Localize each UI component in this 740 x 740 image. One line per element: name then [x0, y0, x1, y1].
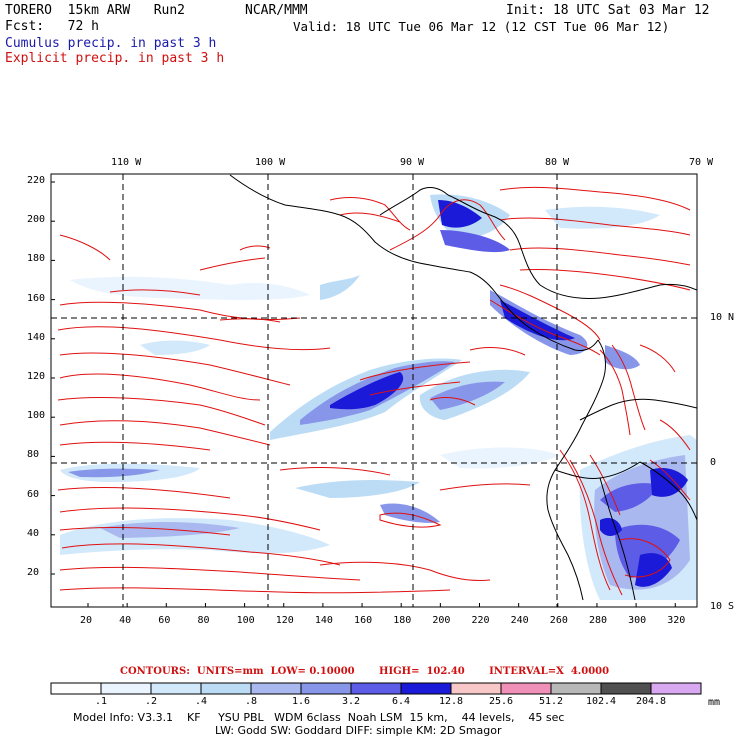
lat-label: 0 — [710, 457, 717, 468]
color-bar-label: .8 — [244, 696, 258, 707]
x-tick-label: 180 — [393, 615, 412, 626]
color-bar-unit: mm — [708, 697, 721, 708]
lat-label: 10 N — [710, 312, 735, 323]
x-tick-label: 160 — [354, 615, 373, 626]
lon-label: 70 W — [689, 157, 714, 168]
init-time: Init: 18 UTC Sat 03 Mar 12 — [506, 3, 710, 18]
color-bar-segment — [550, 682, 602, 695]
x-tick-label: 20 — [80, 615, 93, 626]
color-bar-label: 12.8 — [438, 696, 464, 707]
color-bar-label: 25.6 — [488, 696, 514, 707]
x-tick-label: 200 — [432, 615, 451, 626]
x-tick-label: 320 — [667, 615, 686, 626]
color-bar-label: 6.4 — [391, 696, 411, 707]
y-tick-label: 20 — [27, 567, 40, 578]
forecast-hour: Fcst: 72 h — [5, 19, 99, 34]
cumulus-field-label: Cumulus precip. in past 3 h — [5, 36, 217, 51]
color-bar — [50, 682, 702, 695]
x-tick-label: 240 — [510, 615, 529, 626]
color-bar-segment — [350, 682, 402, 695]
color-bar-segment — [150, 682, 202, 695]
color-bar-segment — [50, 682, 102, 695]
color-bar-segment — [300, 682, 352, 695]
color-bar-segment — [100, 682, 152, 695]
axis-ticks — [51, 181, 676, 607]
y-tick-label: 40 — [27, 527, 40, 539]
y-tick-label: 200 — [27, 214, 46, 226]
x-tick-label: 100 — [236, 615, 255, 626]
model-info-line2: LW: Godd SW: Goddard DIFF: simple KM: 2D… — [215, 724, 502, 737]
y-tick-label: 100 — [27, 410, 46, 422]
y-tick-label: 160 — [27, 292, 46, 304]
lon-label: 80 W — [545, 157, 570, 168]
color-bar-segment — [450, 682, 502, 695]
y-tick-label: 60 — [27, 488, 40, 500]
color-bar-segment — [600, 682, 652, 695]
y-tick-label: 220 — [27, 175, 46, 186]
org-label: NCAR/MMM — [245, 3, 308, 18]
explicit-field-label: Explicit precip. in past 3 h — [5, 51, 225, 66]
color-bar-segment — [650, 682, 702, 695]
color-bar-label: 204.8 — [635, 696, 667, 707]
color-bar-label: 1.6 — [291, 696, 311, 707]
x-tick-label: 140 — [314, 615, 333, 626]
x-tick-label: 120 — [275, 615, 294, 626]
lon-label: 90 W — [400, 157, 425, 168]
color-bar-segment — [250, 682, 302, 695]
color-bar-segment — [400, 682, 452, 695]
x-tick-label: 280 — [588, 615, 607, 626]
x-tick-label: 260 — [549, 615, 568, 626]
color-bar-label: .2 — [144, 696, 158, 707]
lon-label: 100 W — [255, 157, 286, 168]
y-tick-label: 120 — [27, 371, 46, 382]
x-tick-label: 300 — [628, 615, 647, 626]
x-tick-label: 40 — [119, 615, 132, 626]
color-bar-label: .4 — [194, 696, 208, 707]
lat-label: 10 S — [710, 601, 735, 612]
color-bar-label: 102.4 — [585, 696, 617, 707]
model-title: TORERO 15km ARW Run2 — [5, 3, 186, 18]
x-tick-label: 80 — [197, 615, 210, 626]
lon-label: 110 W — [111, 157, 142, 168]
color-bar-segment — [500, 682, 552, 695]
map-frame — [50, 173, 698, 608]
y-tick-label: 180 — [27, 253, 46, 265]
coastline — [229, 174, 697, 601]
color-bar-label: 51.2 — [538, 696, 564, 707]
x-tick-label: 220 — [471, 615, 490, 626]
explicit-precip-contours — [57, 186, 691, 596]
color-bar-label: .1 — [94, 696, 108, 707]
x-tick-label: 60 — [158, 615, 171, 626]
y-tick-label: 80 — [27, 449, 40, 461]
latlon-grid — [51, 174, 697, 607]
model-info-line1: Model Info: V3.3.1 KF YSU PBL WDM 6class… — [73, 711, 565, 724]
color-bar-label: 3.2 — [341, 696, 361, 707]
y-tick-label: 140 — [27, 331, 46, 343]
cumulus-precip-areas — [60, 194, 697, 600]
contours-legend: CONTOURS: UNITS=mm LOW= 0.10000 HIGH= 10… — [120, 666, 610, 677]
valid-time: Valid: 18 UTC Tue 06 Mar 12 (12 CST Tue … — [293, 19, 670, 34]
color-bar-segment — [200, 682, 252, 695]
